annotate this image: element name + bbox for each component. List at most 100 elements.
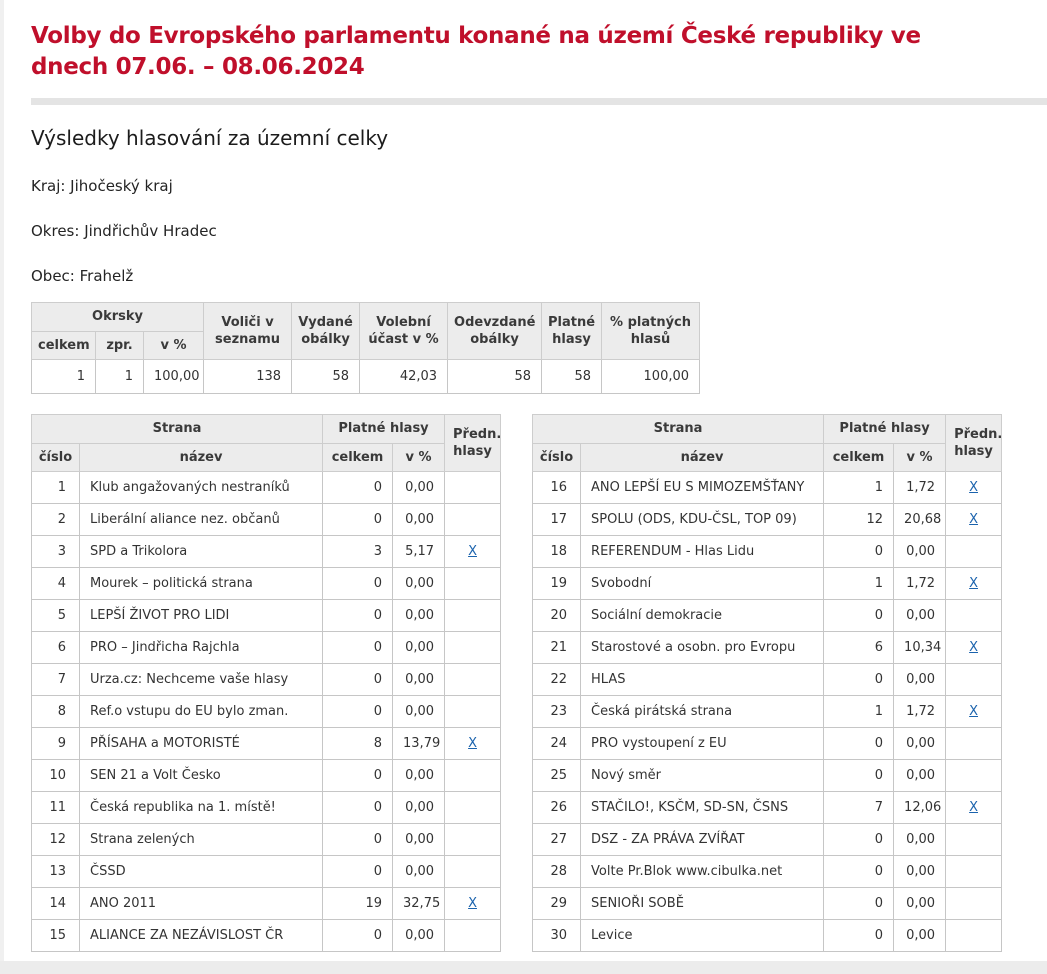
summary-okrsky-v-pct: 100,00 — [142, 359, 205, 395]
party-row: 29 SENIOŘI SOBĚ 0 0,00 — [532, 887, 1003, 921]
pref-votes-link[interactable]: X — [969, 800, 979, 816]
party-name: STAČILO!, KSČM, SD-SN, ČSNS — [580, 791, 825, 825]
party-votes-total: 1 — [823, 471, 895, 505]
party-number: 24 — [532, 727, 582, 761]
col-header-celkem: celkem — [823, 442, 895, 473]
party-votes-total: 8 — [322, 727, 394, 761]
party-pref-cell — [945, 855, 1003, 889]
party-votes-total: 0 — [823, 727, 895, 761]
party-name: Levice — [580, 919, 825, 953]
region-kraj: Kraj: Jihočeský kraj — [31, 177, 173, 196]
party-votes-total: 0 — [823, 759, 895, 793]
party-row: 28 Volte Pr.Blok www.cibulka.net 0 0,00 — [532, 855, 1003, 889]
col-header-cislo: číslo — [31, 442, 80, 473]
page-bottom-edge — [0, 961, 1047, 974]
party-votes-pct: 0,00 — [893, 759, 947, 793]
party-votes-pct: 0,00 — [392, 855, 446, 889]
col-header-odevzdane-obalky: Odevzdané obálky — [447, 302, 543, 361]
party-number: 28 — [532, 855, 582, 889]
pref-votes-link[interactable]: X — [468, 544, 477, 560]
pref-votes-link[interactable]: X — [969, 480, 979, 496]
party-pref-cell — [444, 503, 502, 537]
party-name: LEPŠÍ ŽIVOT PRO LIDI — [78, 599, 324, 633]
party-row: 21 Starostové a osobn. pro Evropu 6 10,3… — [532, 631, 1003, 665]
title-divider — [31, 98, 1047, 106]
party-name: Nový směr — [580, 759, 825, 793]
party-pref-cell: X — [945, 471, 1003, 505]
party-name: SPOLU (ODS, KDU-ČSL, TOP 09) — [580, 503, 825, 537]
party-votes-total: 0 — [322, 919, 394, 953]
party-row: 20 Sociální demokracie 0 0,00 — [532, 599, 1003, 633]
party-pref-cell — [945, 759, 1003, 793]
party-votes-total: 0 — [322, 631, 394, 665]
party-pref-cell: X — [945, 503, 1003, 537]
party-votes-pct: 0,00 — [893, 855, 947, 889]
party-name: Sociální demokracie — [580, 599, 825, 633]
turnout-summary-table: Okrsky Voliči v seznamu Vydané obálky Vo… — [30, 302, 701, 395]
summary-pct-platnych-hlasu: 100,00 — [601, 359, 701, 395]
party-votes-total: 0 — [823, 887, 895, 921]
party-pref-cell — [945, 599, 1003, 633]
party-votes-pct: 0,00 — [392, 631, 446, 665]
party-pref-cell — [444, 855, 502, 889]
party-row: 16 ANO LEPŠÍ EU S MIMOZEMŠŤANY 1 1,72 X — [532, 471, 1003, 505]
party-votes-total: 0 — [823, 919, 895, 953]
party-name: ANO LEPŠÍ EU S MIMOZEMŠŤANY — [580, 471, 825, 505]
party-votes-pct: 13,79 — [392, 727, 446, 761]
summary-platne-hlasy: 58 — [541, 359, 603, 395]
party-votes-pct: 0,00 — [392, 663, 446, 697]
party-number: 16 — [532, 471, 582, 505]
party-pref-cell — [444, 919, 502, 953]
pref-votes-link[interactable]: X — [969, 704, 979, 720]
party-pref-cell — [945, 919, 1003, 953]
pref-votes-link[interactable]: X — [969, 512, 979, 528]
region-okres: Okres: Jindřichův Hradec — [31, 222, 217, 241]
party-votes-pct: 0,00 — [893, 919, 947, 953]
party-number: 2 — [31, 503, 80, 537]
party-pref-cell: X — [444, 535, 502, 569]
party-pref-cell — [444, 567, 502, 601]
party-row: 9 PŘÍSAHA a MOTORISTÉ 8 13,79 X — [31, 727, 502, 761]
party-row: 15 ALIANCE ZA NEZÁVISLOST ČR 0 0,00 — [31, 919, 502, 953]
pref-votes-link[interactable]: X — [969, 576, 979, 592]
party-number: 3 — [31, 535, 80, 569]
page-left-edge — [0, 0, 4, 974]
party-number: 22 — [532, 663, 582, 697]
party-votes-pct: 1,72 — [893, 695, 947, 729]
party-results-section: Strana Platné hlasy Předn. hlasy číslo n… — [30, 414, 1047, 953]
party-votes-total: 0 — [322, 663, 394, 697]
summary-okrsky-celkem: 1 — [31, 359, 96, 395]
col-header-platne-hlasy: Platné hlasy — [322, 414, 446, 444]
party-row: 10 SEN 21 a Volt Česko 0 0,00 — [31, 759, 502, 793]
party-row: 27 DSZ - ZA PRÁVA ZVÍŘAT 0 0,00 — [532, 823, 1003, 857]
party-name: Česká pirátská strana — [580, 695, 825, 729]
party-pref-cell — [444, 823, 502, 857]
party-row: 13 ČSSD 0 0,00 — [31, 855, 502, 889]
party-votes-pct: 0,00 — [893, 823, 947, 857]
party-row: 12 Strana zelených 0 0,00 — [31, 823, 502, 857]
summary-vydane-obalky: 58 — [291, 359, 361, 395]
party-votes-pct: 12,06 — [893, 791, 947, 825]
party-number: 11 — [31, 791, 80, 825]
party-number: 13 — [31, 855, 80, 889]
pref-votes-link[interactable]: X — [468, 736, 477, 752]
col-header-volici-v-seznamu: Voliči v seznamu — [203, 302, 293, 361]
page-title: Volby do Evropského parlamentu konané na… — [31, 23, 921, 81]
summary-volici-v-seznamu: 138 — [203, 359, 293, 395]
pref-votes-link[interactable]: X — [969, 640, 979, 656]
pref-votes-link[interactable]: X — [468, 896, 477, 912]
party-pref-cell — [945, 823, 1003, 857]
party-votes-total: 12 — [823, 503, 895, 537]
party-votes-pct: 32,75 — [392, 887, 446, 921]
party-votes-total: 3 — [322, 535, 394, 569]
party-name: Volte Pr.Blok www.cibulka.net — [580, 855, 825, 889]
party-votes-total: 0 — [322, 759, 394, 793]
party-votes-pct: 0,00 — [893, 535, 947, 569]
party-row: 26 STAČILO!, KSČM, SD-SN, ČSNS 7 12,06 X — [532, 791, 1003, 825]
party-row: 11 Česká republika na 1. místě! 0 0,00 — [31, 791, 502, 825]
col-header-okrsky-celkem: celkem — [31, 330, 96, 361]
party-row: 30 Levice 0 0,00 — [532, 919, 1003, 953]
party-number: 19 — [532, 567, 582, 601]
party-number: 25 — [532, 759, 582, 793]
party-name: SENIOŘI SOBĚ — [580, 887, 825, 921]
